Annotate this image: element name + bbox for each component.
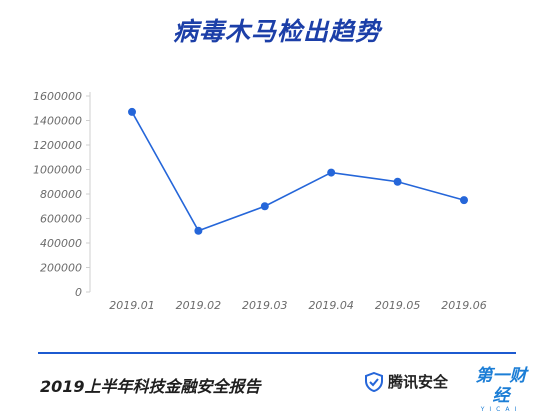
shield-check-icon (365, 371, 383, 392)
yicai-brand-cn: 第一财经 (475, 366, 527, 406)
report-title: 2019上半年科技金融安全报告 (40, 377, 261, 396)
footer-divider (38, 352, 516, 354)
y-tick-label: 400000 (40, 237, 82, 250)
x-tick-label: 2019.05 (375, 299, 421, 312)
data-point (260, 202, 269, 211)
y-tick-label: 800000 (40, 188, 82, 201)
tencent-brand-label: 腾讯安全 (388, 373, 449, 391)
yicai-logo: 第一财经 YICAI (472, 366, 530, 414)
x-tick-label: 2019.04 (308, 299, 354, 312)
chart-title: 病毒木马检出趋势 (172, 17, 381, 46)
yicai-brand-en: YICAI (480, 406, 522, 413)
y-tick-label: 1600000 (33, 90, 82, 103)
data-point (128, 107, 136, 116)
data-point (393, 177, 402, 186)
x-tick-label: 2019.01 (109, 299, 155, 312)
y-tick-label: 0 (75, 286, 82, 299)
y-tick-label: 200000 (40, 262, 82, 275)
data-point (460, 196, 468, 205)
x-tick-label: 2019.06 (441, 299, 487, 312)
series-line (131, 111, 465, 232)
x-tick-label: 2019.03 (242, 299, 288, 312)
tencent-security-logo: 腾讯安全 (364, 371, 448, 392)
line-chart: 0 200000 400000 600000 800000 1000000 1200000 1… (33, 90, 487, 312)
data-point (327, 168, 336, 177)
data-point (194, 226, 203, 235)
x-tick-label: 2019.02 (176, 299, 222, 312)
y-tick-label: 600000 (40, 213, 82, 226)
y-tick-label: 1000000 (33, 164, 82, 177)
y-tick-label: 1200000 (33, 139, 82, 152)
y-tick-label: 1400000 (33, 115, 82, 128)
